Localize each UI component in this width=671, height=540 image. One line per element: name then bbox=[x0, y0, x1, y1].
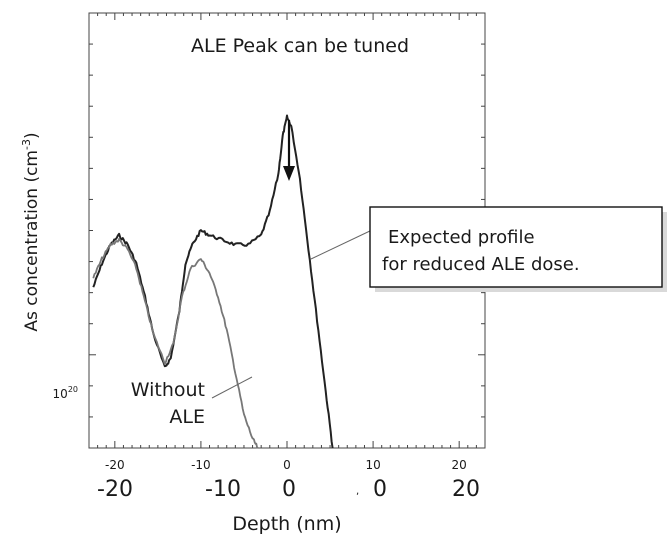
axis-ticks bbox=[88, 12, 486, 449]
series-layer bbox=[92, 114, 334, 449]
x-tick-label: -10 bbox=[191, 458, 211, 472]
series-line-without-ale bbox=[92, 238, 259, 449]
x-tick-label: 0 bbox=[283, 458, 291, 472]
x-tick-label: 20 bbox=[452, 477, 480, 502]
x-tick-label: 20 bbox=[452, 458, 467, 472]
expected-profile-line2: for reduced ALE dose. bbox=[382, 254, 580, 275]
y-tick-label: 1020 bbox=[53, 385, 78, 401]
x-tick-label: 0 bbox=[373, 477, 387, 502]
y-axis-label-text: As concentration (cm bbox=[22, 150, 42, 332]
stray-mark: , bbox=[356, 486, 359, 497]
without-ale-line1: Without bbox=[131, 379, 205, 401]
y-tick-base: 10 bbox=[53, 387, 68, 401]
x-tick-label: -10 bbox=[205, 477, 241, 502]
x-tick-label: 10 bbox=[365, 458, 380, 472]
x-tick-labels-large: -20 -10 0 0 20 bbox=[97, 477, 480, 502]
series-line-with-ale bbox=[92, 114, 334, 449]
expected-profile-leader bbox=[310, 229, 373, 260]
x-tick-labels-small: -20 -10 0 10 20 bbox=[105, 458, 467, 472]
down-arrow-icon bbox=[283, 120, 295, 181]
y-tick-exp: 20 bbox=[68, 385, 78, 394]
x-axis-label: Depth (nm) bbox=[232, 513, 341, 535]
expected-profile-line1: Expected profile bbox=[388, 227, 535, 248]
y-axis-label-close: ) bbox=[22, 132, 42, 139]
x-tick-label: -20 bbox=[97, 477, 133, 502]
without-ale-line2: ALE bbox=[169, 406, 205, 428]
without-ale-leader bbox=[211, 376, 253, 399]
y-axis-label-sup: -3 bbox=[20, 139, 33, 150]
x-tick-label: -20 bbox=[105, 458, 125, 472]
chart-title: ALE Peak can be tuned bbox=[191, 35, 409, 57]
x-tick-label: 0 bbox=[282, 477, 296, 502]
expected-profile-callout bbox=[369, 206, 663, 288]
y-axis-label: As concentration (cm-3) bbox=[20, 132, 42, 331]
